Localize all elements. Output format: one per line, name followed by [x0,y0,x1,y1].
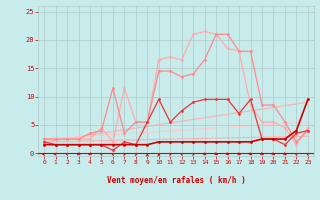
X-axis label: Vent moyen/en rafales ( km/h ): Vent moyen/en rafales ( km/h ) [107,176,245,185]
